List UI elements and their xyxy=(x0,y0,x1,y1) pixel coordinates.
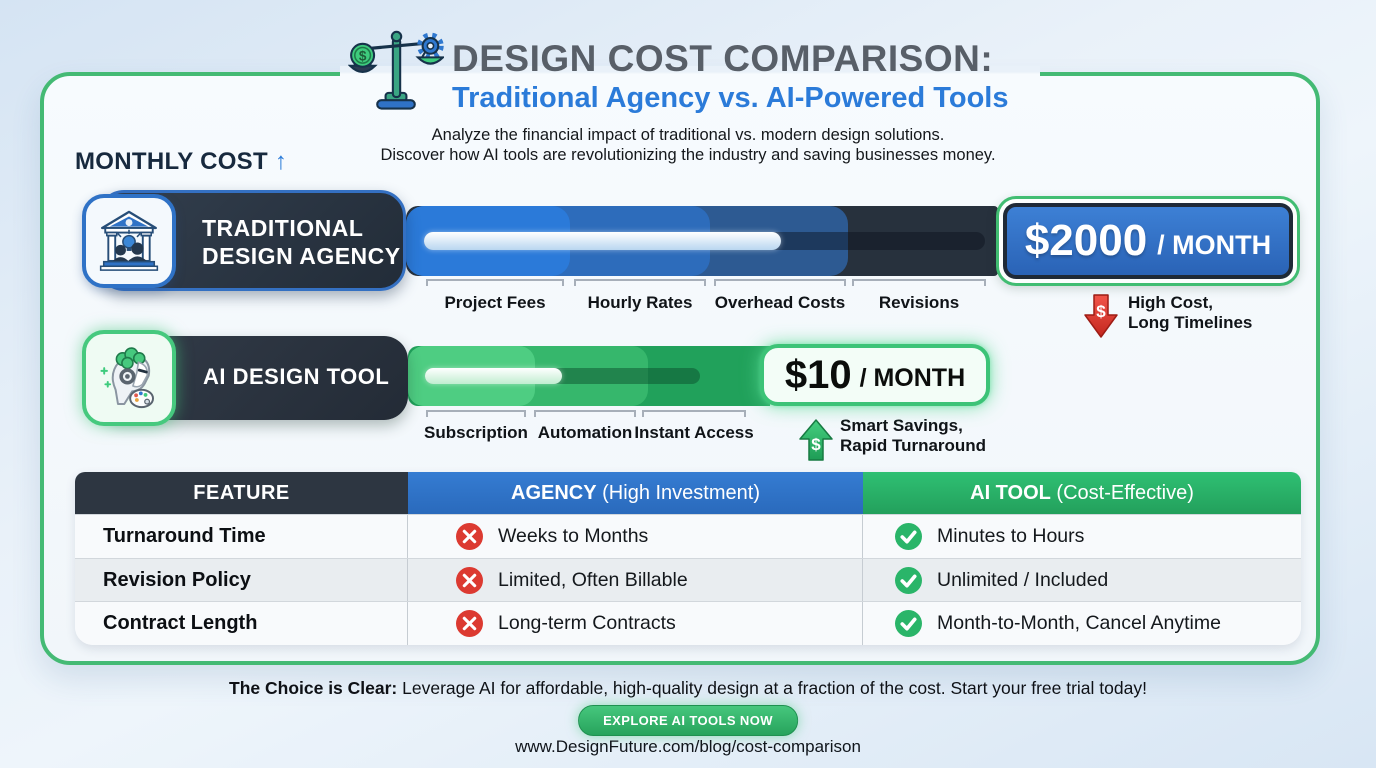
table-row-revision: Revision Policy Limited, Often Billable … xyxy=(75,557,1301,602)
table-row-turnaround: Turnaround Time Weeks to Months Minutes … xyxy=(75,514,1301,558)
ai-cell: Minutes to Hours xyxy=(863,515,1301,558)
cross-icon xyxy=(456,522,483,550)
segment-label-instant-access: Instant Access xyxy=(634,423,754,442)
svg-text:$: $ xyxy=(811,435,821,454)
svg-text:$: $ xyxy=(359,49,367,64)
axis-label-text: MONTHLY COST xyxy=(75,148,268,175)
cross-icon xyxy=(456,610,483,638)
agency-cell: Long-term Contracts xyxy=(408,602,863,645)
ai-cell: Unlimited / Included xyxy=(863,559,1301,602)
agency-label-line2: DESIGN AGENCY xyxy=(202,243,401,269)
agency-bar-progress xyxy=(424,232,781,250)
segment-label-subscription: Subscription xyxy=(424,423,528,442)
ai-price-badge: $10 / MONTH xyxy=(760,344,990,406)
ai-note-line2: Rapid Turnaround xyxy=(840,436,987,455)
check-icon xyxy=(895,610,922,638)
explore-ai-tools-button[interactable]: EXPLORE AI TOOLS NOW xyxy=(578,705,798,736)
comparison-table: FEATURE AGENCY (High Investment) AI TOOL… xyxy=(75,472,1301,645)
segment-bracket xyxy=(852,279,986,286)
ai-label: AI DESIGN TOOL xyxy=(203,364,390,389)
dollar-up-arrow-icon: $ xyxy=(798,418,834,467)
check-icon xyxy=(895,566,922,594)
segment-label-revisions: Revisions xyxy=(878,293,960,312)
segment-label-project-fees: Project Fees xyxy=(444,293,546,312)
agency-cost-bar xyxy=(406,206,998,276)
ai-header-sub: (Cost-Effective) xyxy=(1050,481,1194,504)
monthly-cost-axis-label: MONTHLY COST ↑ xyxy=(75,148,287,176)
page-subtitle: Traditional Agency vs. AI-Powered Tools xyxy=(452,82,1009,114)
agency-cell: Weeks to Months xyxy=(408,515,863,558)
agency-header-sub: (High Investment) xyxy=(596,481,760,504)
ai-cell-text: Month-to-Month, Cancel Anytime xyxy=(937,612,1221,635)
ai-note: Smart Savings, Rapid Turnaround xyxy=(840,416,986,456)
agency-icon-box xyxy=(82,194,176,288)
bank-building-icon xyxy=(99,210,159,271)
check-icon xyxy=(895,522,922,550)
segment-bracket xyxy=(426,279,564,286)
svg-text:$: $ xyxy=(1096,302,1106,321)
ai-price: $10 xyxy=(784,352,852,397)
agency-label-line1: TRADITIONAL xyxy=(202,215,364,241)
agency-header-bold: AGENCY xyxy=(511,481,597,504)
segment-label-overhead-costs: Overhead Costs xyxy=(714,293,846,312)
table-header-feature: FEATURE xyxy=(75,472,408,514)
segment-bracket xyxy=(574,279,706,286)
closing-claim: The Choice is Clear: Leverage AI for aff… xyxy=(0,678,1376,699)
ai-bar-progress xyxy=(425,368,562,384)
table-header-row: FEATURE AGENCY (High Investment) AI TOOL… xyxy=(75,472,1301,514)
closing-claim-rest: Leverage AI for affordable, high-quality… xyxy=(397,678,1147,698)
closing-claim-bold: The Choice is Clear: xyxy=(229,678,398,698)
table-row-contract: Contract Length Long-term Contracts Mont… xyxy=(75,601,1301,645)
agency-cell-text: Long-term Contracts xyxy=(498,612,676,635)
agency-price-suffix: / MONTH xyxy=(1157,229,1272,260)
agency-cell: Limited, Often Billable xyxy=(408,558,863,602)
segment-bracket xyxy=(534,410,636,417)
segment-label-hourly-rates: Hourly Rates xyxy=(587,293,693,312)
ai-robot-icon xyxy=(100,347,154,409)
table-header-agency: AGENCY (High Investment) xyxy=(408,472,863,514)
website-url[interactable]: www.DesignFuture.com/blog/cost-compariso… xyxy=(515,737,861,756)
agency-cell-text: Weeks to Months xyxy=(498,524,649,547)
agency-note: High Cost, Long Timelines xyxy=(1128,293,1252,333)
agency-price: $2000 xyxy=(1024,216,1148,265)
agency-cell-text: Limited, Often Billable xyxy=(498,568,688,591)
ai-note-line1: Smart Savings, xyxy=(840,416,963,435)
dollar-down-arrow-icon: $ xyxy=(1082,293,1120,344)
feature-cell: Turnaround Time xyxy=(75,515,408,558)
description-line-2: Discover how AI tools are revolutionizin… xyxy=(380,146,996,164)
feature-cell: Revision Policy xyxy=(75,558,408,602)
ai-cost-bar xyxy=(408,346,770,406)
ai-price-suffix: / MONTH xyxy=(859,364,966,392)
ai-cell-text: Minutes to Hours xyxy=(937,524,1085,547)
cross-icon xyxy=(456,566,483,594)
balance-scale-icon: $ xyxy=(347,24,446,125)
segment-bracket xyxy=(642,410,746,417)
segment-bracket xyxy=(426,410,526,417)
agency-note-line2: Long Timelines xyxy=(1128,313,1253,332)
description-line-1: Analyze the financial impact of traditio… xyxy=(431,126,945,144)
feature-cell: Contract Length xyxy=(75,602,408,645)
ai-icon-box xyxy=(82,330,176,426)
page-title: DESIGN COST COMPARISON: xyxy=(452,38,994,79)
agency-price-badge: $2000 / MONTH xyxy=(996,196,1300,286)
ai-cell: Month-to-Month, Cancel Anytime xyxy=(863,602,1301,645)
ai-cell-text: Unlimited / Included xyxy=(937,568,1109,591)
segment-label-automation: Automation xyxy=(537,423,633,442)
agency-label: TRADITIONAL DESIGN AGENCY xyxy=(202,214,401,270)
segment-bracket xyxy=(714,279,846,286)
up-arrow-icon: ↑ xyxy=(274,148,288,175)
agency-note-line1: High Cost, xyxy=(1128,293,1213,312)
ai-header-bold: AI TOOL xyxy=(970,481,1051,504)
table-header-ai-tool: AI TOOL (Cost-Effective) xyxy=(863,472,1301,514)
header-backdrop xyxy=(340,66,1040,80)
